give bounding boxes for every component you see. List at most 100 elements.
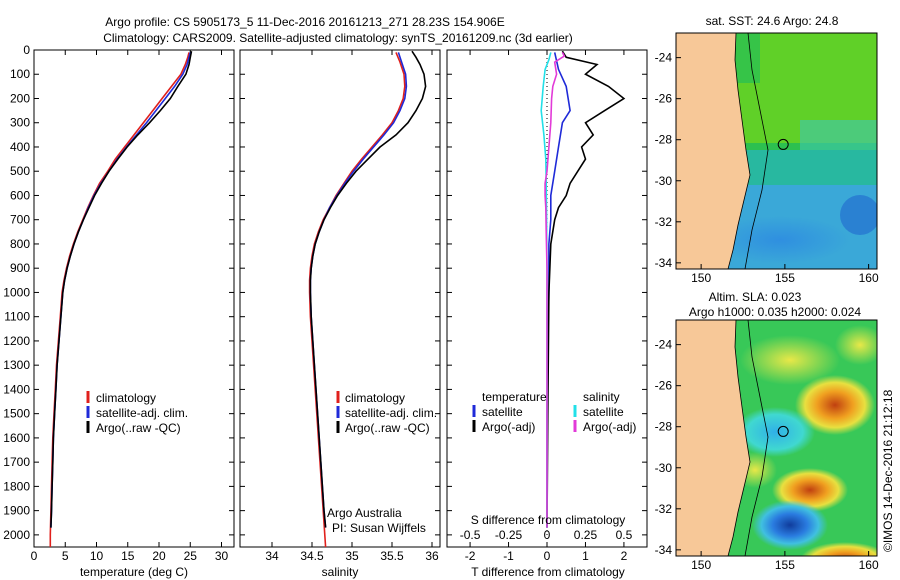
- y-tick-label: 900: [10, 261, 30, 275]
- sla-map-frame: [675, 319, 878, 557]
- salinity-x-axis: 34 34.5 35 35.5 36: [240, 49, 440, 563]
- argo-location-marker: [777, 425, 789, 437]
- temperature-frame: [33, 49, 235, 548]
- y-tick-label: 700: [10, 213, 30, 227]
- salinity-frame: [239, 49, 441, 548]
- y-tick-label: 1000: [3, 285, 30, 299]
- temperature-legend: climatology satellite-adj. clim. Argo(..…: [86, 391, 188, 435]
- y-tick-label: 1700: [3, 455, 30, 469]
- x-tick-label: -2: [465, 549, 476, 563]
- y-tick-label: 200: [10, 91, 30, 105]
- legend-label-s-argo: Argo(-adj): [583, 420, 636, 434]
- x-tick-label: 1: [582, 549, 589, 563]
- difference-lines: [540, 50, 626, 528]
- land-mass: [676, 320, 750, 556]
- argo-location-marker: [777, 138, 789, 150]
- salinity-panel: 34 34.5 35 35.5 36 salinity climatology sate…: [239, 49, 441, 579]
- map-x-tick-label: 150: [691, 271, 711, 285]
- difference-panel: -2 -0.5 -1 -0.25 0 0 1 0.25 2 0.5 S difference fr…: [446, 49, 648, 579]
- y-tick-label: 1200: [3, 334, 30, 348]
- y-tick-label: 100: [10, 67, 30, 81]
- sla-map-panel: Altim. SLA: 0.023 Argo h1000: 0.035 h200…: [655, 290, 879, 572]
- s-tick-label: 0: [544, 528, 551, 542]
- x-tick-label: 34.5: [300, 549, 324, 563]
- difference-x-axis: -2 -0.5 -1 -0.25 0 0 1 0.25 2 0.5: [447, 49, 647, 563]
- sst-map-image: [676, 33, 877, 269]
- map-y-tick-label: -30: [655, 174, 673, 188]
- y-tick-label: 800: [10, 237, 30, 251]
- salinity-legend: climatology satellite-adj. clim. Argo(..…: [336, 391, 437, 435]
- y-tick-label: 1400: [3, 382, 30, 396]
- y-tick-label: 300: [10, 116, 30, 130]
- y-tick-label: 2000: [3, 528, 30, 542]
- map-y-tick-label: -24: [655, 51, 673, 65]
- x-tick-label: 35: [345, 549, 359, 563]
- map-x-tick-label: 155: [775, 558, 795, 572]
- y-tick-label: 1300: [3, 358, 30, 372]
- s-tick-label: -0.5: [460, 528, 481, 542]
- map-y-tick-label: -26: [655, 379, 673, 393]
- figure-title-line1: Argo profile: CS 5905173_5 11-Dec-2016 2…: [105, 15, 504, 29]
- sla-map-title-line2: Argo h1000: 0.035 h2000: 0.024: [689, 305, 861, 319]
- x-tick-label: 25: [184, 549, 198, 563]
- series-line-argo-raw-qc-: [309, 50, 427, 528]
- sla-map-axes: 150 155 160 -24 -26 -28 -30 -32 -34: [655, 338, 879, 572]
- temperature-xlabel: temperature (deg C): [80, 565, 188, 579]
- temperature-panel: 0100200300400500600700800900100011001200…: [3, 43, 235, 579]
- map-y-tick-label: -26: [655, 92, 673, 106]
- x-tick-label: 15: [121, 549, 135, 563]
- map-y-tick-label: -32: [655, 502, 673, 516]
- t-difference-label: T difference from climatology: [471, 565, 625, 579]
- legend-title-salinity: salinity: [583, 390, 620, 404]
- legend-label-s-satellite: satellite: [583, 405, 624, 419]
- series-line-argo-raw-qc-: [50, 51, 193, 528]
- salinity-lines: [308, 50, 427, 547]
- salinity-xlabel: salinity: [322, 565, 359, 579]
- legend-label-argo: Argo(..raw -QC): [96, 421, 181, 435]
- legend-label-satellite: satellite-adj. clim.: [96, 406, 188, 420]
- legend-label-argo: Argo(..raw -QC): [345, 421, 430, 435]
- sla-map-image: [676, 320, 877, 556]
- x-tick-label: 0: [544, 549, 551, 563]
- series-line-t-argo-adj-: [546, 50, 626, 528]
- sla-map-title-line1: Altim. SLA: 0.023: [709, 290, 802, 304]
- temperature-lines: [49, 51, 193, 547]
- difference-legend: temperature satellite Argo(-adj) salinit…: [472, 390, 636, 434]
- map-y-tick-label: -34: [655, 543, 673, 557]
- series-line-s-argo-adj-: [544, 52, 566, 528]
- legend-label-satellite: satellite-adj. clim.: [345, 406, 437, 420]
- legend-title-temperature: temperature: [482, 390, 547, 404]
- depth-axis: 0 100 200 300 400 500 600 700 800 900 1000 1100 1200…: [3, 43, 234, 542]
- pi-label: PI: Susan Wijffels: [332, 521, 426, 535]
- figure-title-line2: Climatology: CARS2009. Satellite-adjuste…: [103, 31, 573, 45]
- temperature-x-axis: 0 5 10 15 20 25 30: [31, 50, 229, 563]
- land-mass: [676, 33, 750, 269]
- map-y-tick-label: -28: [655, 133, 673, 147]
- sst-map-panel: sat. SST: 24.6 Argo: 24.8 150 155 160 -24 -2…: [655, 14, 879, 285]
- map-y-tick-label: -32: [655, 215, 673, 229]
- imos-stamp: ©IMOS 14-Dec-2016 21:12:18: [881, 389, 895, 552]
- y-tick-label: 1500: [3, 407, 30, 421]
- map-y-tick-label: -34: [655, 256, 673, 270]
- y-tick-label: 0: [23, 43, 30, 57]
- s-tick-label: 0.5: [616, 528, 633, 542]
- y-tick-label: 1100: [4, 310, 30, 324]
- s-tick-label: -0.25: [495, 528, 523, 542]
- y-tick-label: 600: [10, 188, 30, 202]
- map-x-tick-label: 160: [859, 558, 879, 572]
- x-tick-label: 30: [215, 549, 229, 563]
- legend-label-climatology: climatology: [345, 391, 405, 405]
- legend-label-t-satellite: satellite: [482, 405, 523, 419]
- map-x-tick-label: 150: [691, 558, 711, 572]
- sst-map-title: sat. SST: 24.6 Argo: 24.8: [706, 14, 839, 28]
- y-tick-label: 1600: [3, 431, 30, 445]
- map-x-tick-label: 160: [859, 271, 879, 285]
- map-y-tick-label: -28: [655, 420, 673, 434]
- x-tick-label: 34: [265, 549, 279, 563]
- s-tick-label: 0.25: [574, 528, 598, 542]
- x-tick-label: 2: [621, 549, 628, 563]
- y-tick-label: 500: [10, 164, 30, 178]
- s-difference-label: S difference from climatology: [471, 513, 626, 527]
- x-tick-label: -1: [503, 549, 514, 563]
